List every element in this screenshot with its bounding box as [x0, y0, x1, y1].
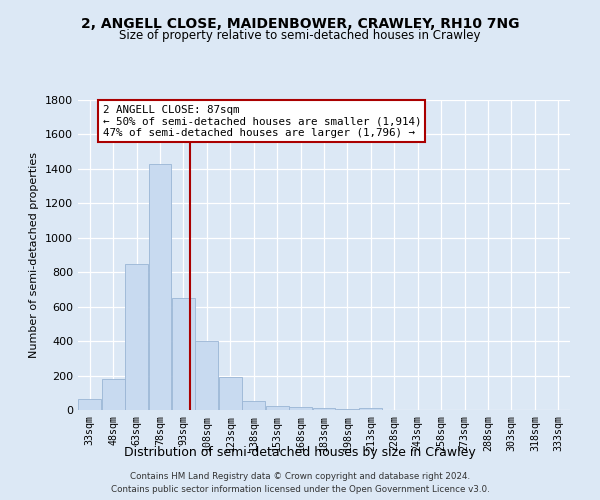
Bar	[196, 341, 218, 410]
Bar	[313, 408, 335, 410]
Bar	[289, 408, 312, 410]
Text: Contains HM Land Registry data © Crown copyright and database right 2024.: Contains HM Land Registry data © Crown c…	[130, 472, 470, 481]
Text: 2 ANGELL CLOSE: 87sqm
← 50% of semi-detached houses are smaller (1,914)
47% of s: 2 ANGELL CLOSE: 87sqm ← 50% of semi-deta…	[103, 104, 421, 138]
Text: Distribution of semi-detached houses by size in Crawley: Distribution of semi-detached houses by …	[124, 446, 476, 459]
Text: Size of property relative to semi-detached houses in Crawley: Size of property relative to semi-detach…	[119, 28, 481, 42]
Text: 2, ANGELL CLOSE, MAIDENBOWER, CRAWLEY, RH10 7NG: 2, ANGELL CLOSE, MAIDENBOWER, CRAWLEY, R…	[81, 18, 519, 32]
Bar	[125, 264, 148, 410]
Bar	[336, 408, 359, 410]
Text: Contains public sector information licensed under the Open Government Licence v3: Contains public sector information licen…	[110, 484, 490, 494]
Bar	[242, 400, 265, 410]
Y-axis label: Number of semi-detached properties: Number of semi-detached properties	[29, 152, 40, 358]
Bar	[266, 406, 289, 410]
Bar	[359, 408, 382, 410]
Bar	[172, 298, 195, 410]
Bar	[102, 379, 125, 410]
Bar	[149, 164, 172, 410]
Bar	[219, 378, 242, 410]
Bar	[79, 399, 101, 410]
